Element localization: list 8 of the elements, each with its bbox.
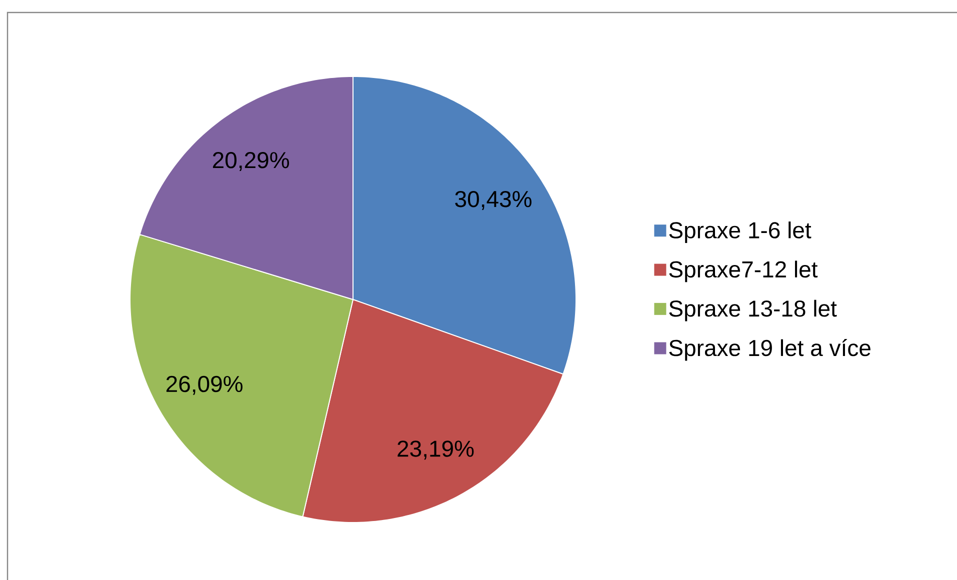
- data-label: 30,43%: [455, 190, 532, 210]
- data-label: 20,29%: [212, 152, 289, 172]
- legend-label: Spraxe7-12 let: [669, 260, 818, 282]
- legend-label: Spraxe 1-6 let: [669, 222, 812, 243]
- data-label: 23,19%: [398, 440, 474, 460]
- data-label: 26,09%: [166, 376, 242, 395]
- legend-label: Spraxe 19 let a více: [669, 339, 870, 361]
- legend-label: Spraxe 13-18 let: [669, 300, 837, 322]
